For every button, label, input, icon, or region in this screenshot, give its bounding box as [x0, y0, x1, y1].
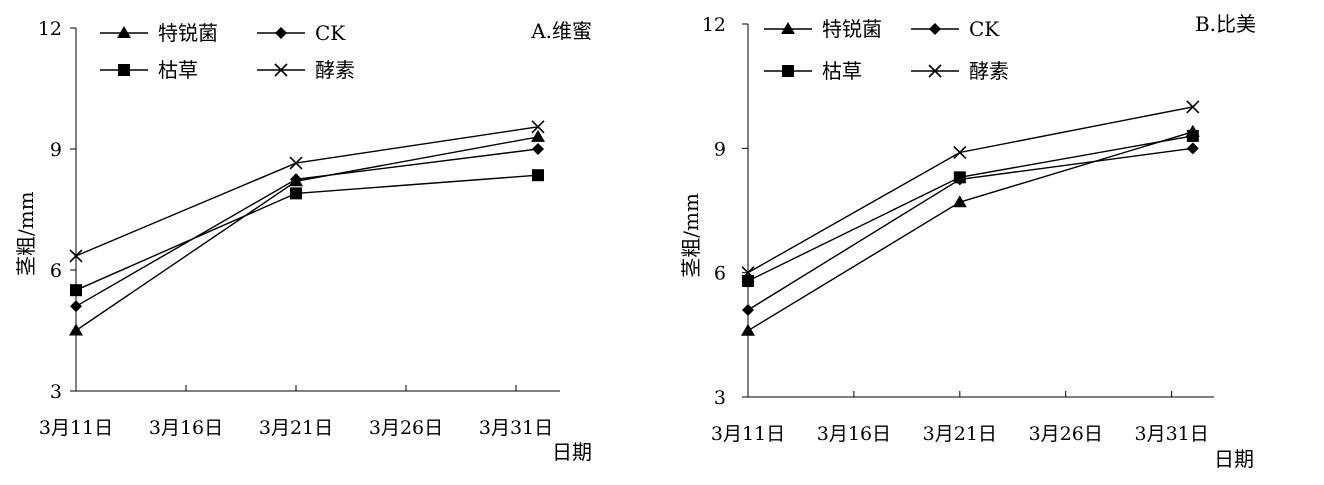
series-2: [742, 142, 1199, 316]
data-point: [290, 187, 302, 200]
legend-marker: [782, 65, 794, 77]
x-axis-label: 日期: [1214, 447, 1254, 471]
data-point: [953, 171, 966, 184]
legend-marker: [781, 22, 795, 34]
series-line: [747, 147, 1193, 311]
x-tick-label: 3月16日: [817, 423, 891, 445]
data-point: [69, 249, 83, 263]
legend-label: 酵素: [969, 59, 1009, 83]
legend-label: 枯草: [822, 59, 862, 83]
y-axis-label: 茎粗/mm: [679, 193, 703, 278]
data-point: [953, 145, 967, 160]
y-tick-label: 9: [714, 138, 726, 160]
legend-item: 特锐菌: [764, 17, 882, 41]
series-3: [70, 169, 544, 297]
legend-label: 特锐菌: [158, 21, 218, 45]
legend-marker: [929, 23, 941, 35]
data-point: [1186, 129, 1199, 142]
y-tick-label: 12: [38, 18, 62, 40]
legend: 特锐菌 CK 枯草 酵素: [100, 21, 355, 82]
legend: 特锐菌 CK 枯草 酵素: [764, 17, 1009, 83]
series-2: [70, 143, 544, 313]
data-point: [742, 303, 754, 316]
legend-marker: [117, 26, 131, 38]
legend-marker: [928, 64, 942, 78]
data-point: [531, 120, 545, 134]
x-tick-label: 3月26日: [1029, 423, 1103, 445]
y-axis-label: 茎粗/mm: [14, 191, 38, 276]
y-tick-label: 6: [50, 260, 62, 282]
x-axis-label: 日期: [552, 440, 592, 464]
series-line: [75, 136, 539, 332]
x-tick-label: 3月16日: [149, 417, 223, 439]
y-tick-label: 3: [50, 381, 62, 403]
y-tick-label: 6: [714, 263, 726, 285]
legend-label: CK: [969, 17, 1000, 41]
legend-label: 枯草: [158, 58, 198, 82]
data-point: [290, 173, 302, 186]
chart-title: B.比美: [1195, 12, 1256, 36]
data-point: [952, 195, 967, 208]
legend-item: CK: [257, 21, 346, 45]
legend-item: 特锐菌: [100, 21, 218, 45]
legend-item: 酵素: [911, 59, 1009, 83]
data-point: [742, 274, 754, 287]
data-point: [70, 284, 82, 297]
x-tick-label: 3月11日: [39, 417, 113, 439]
x-tick-label: 3月31日: [479, 417, 553, 439]
legend-marker: [275, 27, 287, 39]
data-point: [70, 300, 82, 313]
data-point: [532, 169, 544, 182]
y-tick-label: 3: [714, 387, 726, 409]
series-line: [75, 126, 539, 257]
data-point: [1186, 142, 1199, 155]
data-point: [741, 266, 755, 280]
y-tick-label: 9: [50, 139, 62, 161]
legend-marker: [118, 64, 130, 76]
data-point: [532, 143, 544, 155]
legend-item: 枯草: [764, 59, 862, 83]
legend-label: 特锐菌: [822, 17, 882, 41]
x-tick-label: 3月21日: [259, 417, 333, 439]
x-tick-label: 3月26日: [369, 417, 443, 439]
legend-item: 枯草: [100, 58, 198, 82]
legend-item: CK: [911, 17, 1000, 41]
data-point: [741, 323, 755, 336]
legend-item: 酵素: [257, 58, 355, 82]
series-3: [742, 129, 1199, 287]
series-line: [75, 174, 539, 291]
data-point: [531, 129, 545, 142]
legend-label: CK: [315, 21, 346, 45]
chart-title: A.维蜜: [530, 19, 592, 43]
series-line: [747, 131, 1194, 332]
data-point: [69, 323, 83, 336]
x-tick-label: 3月21日: [923, 423, 997, 445]
data-point: [289, 156, 303, 170]
y-tick-label: 12: [702, 14, 726, 36]
x-tick-label: 3月31日: [1135, 423, 1209, 445]
legend-label: 酵素: [315, 58, 355, 82]
legend-marker: [274, 63, 288, 77]
series-1: [69, 129, 545, 336]
series-4: [69, 120, 545, 263]
x-tick-label: 3月11日: [711, 423, 785, 445]
data-point: [1186, 100, 1200, 114]
series-4: [741, 100, 1200, 280]
